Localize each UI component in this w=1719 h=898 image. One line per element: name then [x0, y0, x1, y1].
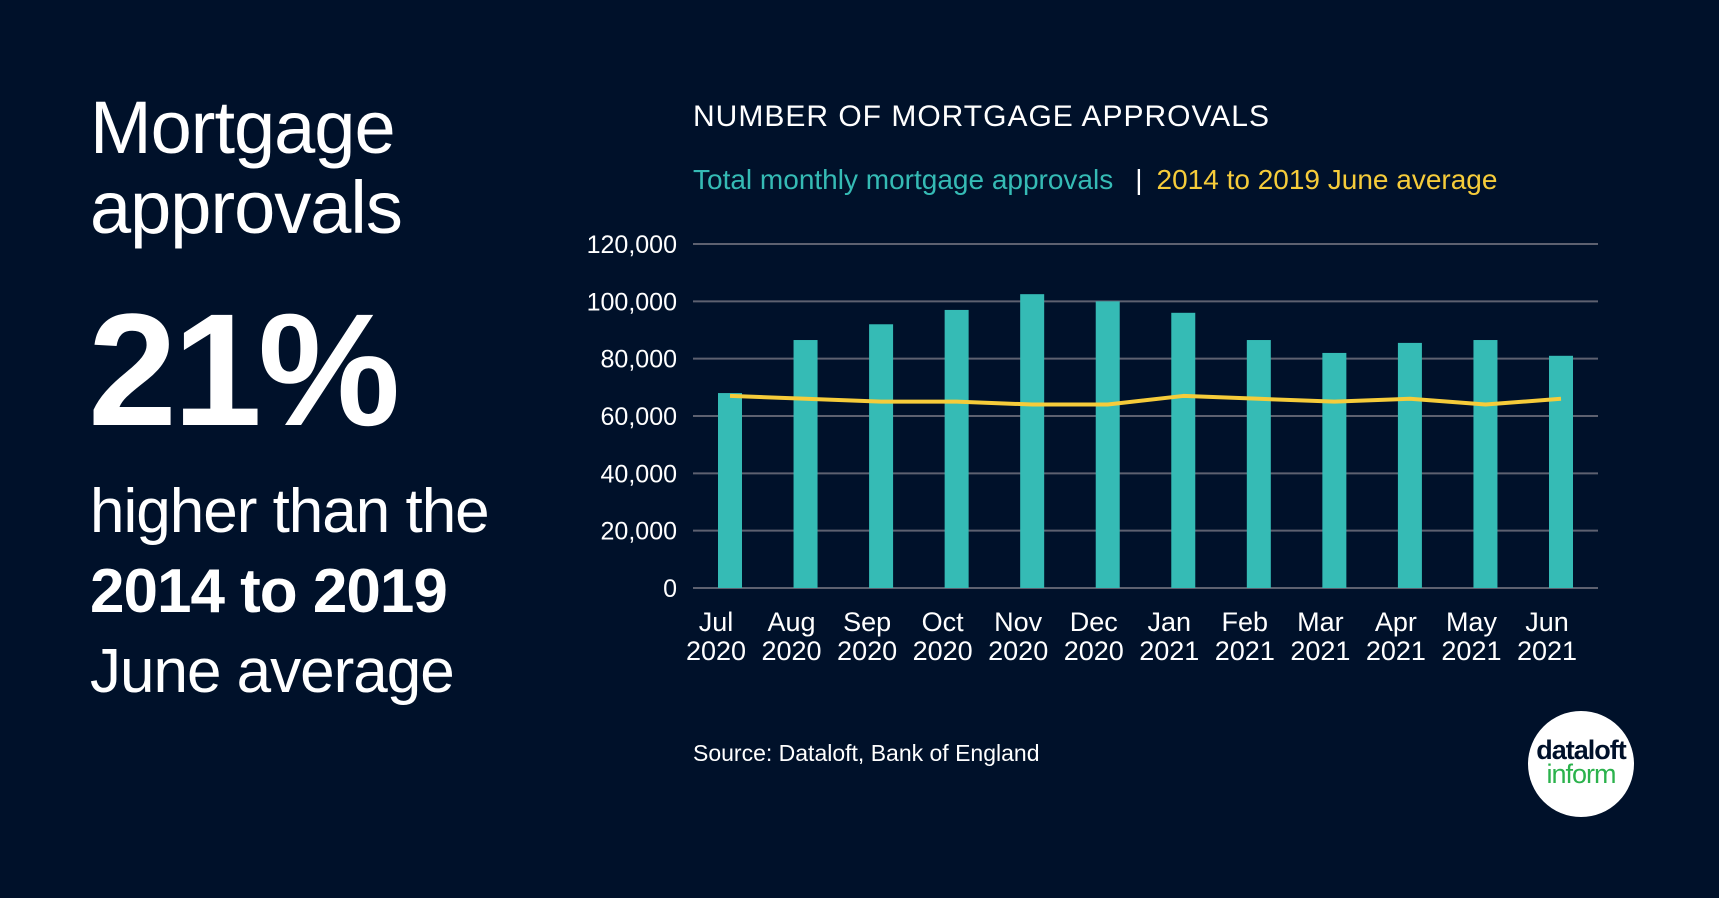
x-tick-year: 2020 — [988, 636, 1048, 666]
bar — [944, 309, 969, 588]
logo-text-2: inform — [1546, 759, 1616, 789]
legend-line: 2014 to 2019 June average — [1156, 164, 1498, 195]
bar — [869, 324, 894, 588]
bar — [1246, 340, 1271, 588]
y-tick-label: 60,000 — [601, 403, 677, 431]
x-tick-month: Feb — [1222, 607, 1269, 637]
bar — [1473, 340, 1498, 588]
x-tick-year: 2021 — [1441, 636, 1501, 666]
dataloft-logo: dataloft inform — [1528, 711, 1634, 817]
bar — [1322, 352, 1347, 588]
big-stat: 21% — [88, 280, 400, 459]
headline: Mortgage approvals — [90, 86, 403, 249]
y-tick-label: 40,000 — [601, 460, 677, 488]
logo-text-1: dataloft — [1536, 735, 1627, 765]
bar — [1397, 342, 1422, 588]
headline-line1: Mortgage — [90, 86, 396, 169]
x-tick-month: Dec — [1070, 607, 1118, 637]
x-tick-year: 2021 — [1215, 636, 1275, 666]
x-tick-year: 2020 — [1064, 636, 1124, 666]
source-note: Source: Dataloft, Bank of England — [693, 740, 1040, 766]
subtext-line2: 2014 to 2019 — [90, 557, 448, 626]
x-tick-year: 2021 — [1517, 636, 1577, 666]
stat-subtext: higher than the 2014 to 2019 June averag… — [90, 472, 490, 712]
legend-separator: | — [1135, 164, 1143, 195]
y-tick-label: 120,000 — [587, 231, 677, 259]
x-tick-month: Jan — [1147, 607, 1191, 637]
x-tick-year: 2021 — [1290, 636, 1350, 666]
x-tick-month: Nov — [994, 607, 1043, 637]
x-tick-year: 2020 — [762, 636, 822, 666]
y-tick-label: 100,000 — [587, 288, 677, 316]
bar — [793, 340, 818, 588]
average-line — [729, 393, 1562, 407]
bar — [1171, 312, 1196, 588]
y-tick-label: 80,000 — [601, 346, 677, 374]
chart-title: NUMBER OF MORTGAGE APPROVALS — [693, 100, 1270, 133]
subtext-line1: higher than the — [90, 477, 490, 546]
x-tick-year: 2020 — [686, 636, 746, 666]
x-tick-month: Sep — [843, 607, 891, 637]
chart-legend: Total monthly mortgage approvals | 2014 to… — [693, 164, 1497, 196]
x-tick-month: Aug — [768, 607, 816, 637]
bar — [718, 393, 742, 588]
x-tick-month: Oct — [922, 607, 965, 637]
x-tick-year: 2020 — [913, 636, 973, 666]
y-tick-label: 0 — [663, 575, 677, 603]
x-tick-month: Jun — [1525, 607, 1569, 637]
x-tick-year: 2021 — [1139, 636, 1199, 666]
bar — [1020, 294, 1045, 588]
x-tick-month: Apr — [1375, 607, 1417, 637]
x-tick-month: May — [1446, 607, 1498, 637]
subtext-line3: June average — [90, 637, 455, 706]
headline-line2: approvals — [90, 166, 403, 249]
x-tick-month: Jul — [699, 607, 734, 637]
x-tick-year: 2021 — [1366, 636, 1426, 666]
x-tick-month: Mar — [1297, 607, 1344, 637]
x-tick-year: 2020 — [837, 636, 897, 666]
legend-bars: Total monthly mortgage approvals — [693, 164, 1114, 195]
bar — [1095, 301, 1120, 588]
y-tick-label: 20,000 — [601, 518, 677, 546]
bar — [1549, 355, 1573, 588]
